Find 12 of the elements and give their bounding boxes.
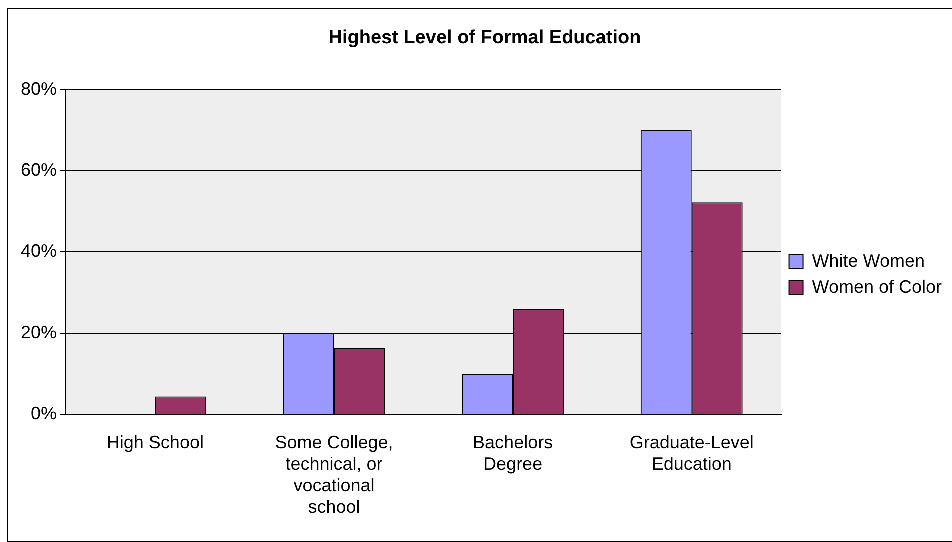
x-tick-label: Graduate-Level Education [630, 432, 754, 474]
x-tick-label: Bachelors Degree [473, 432, 554, 474]
y-tick-label: 80% [20, 78, 58, 99]
legend-label: White Women [812, 250, 925, 271]
y-tick-label: 20% [20, 322, 58, 342]
chart-title: Highest Level of Formal Education [328, 28, 642, 49]
legend-label: Women of Color [812, 276, 942, 297]
y-tick-label: 0% [31, 404, 58, 424]
y-tick-label: 60% [20, 160, 58, 180]
y-tick-label: 40% [20, 241, 58, 262]
x-tick-label: Some College, technical, or vocational school [275, 432, 394, 518]
x-tick-label: High School [106, 432, 204, 452]
